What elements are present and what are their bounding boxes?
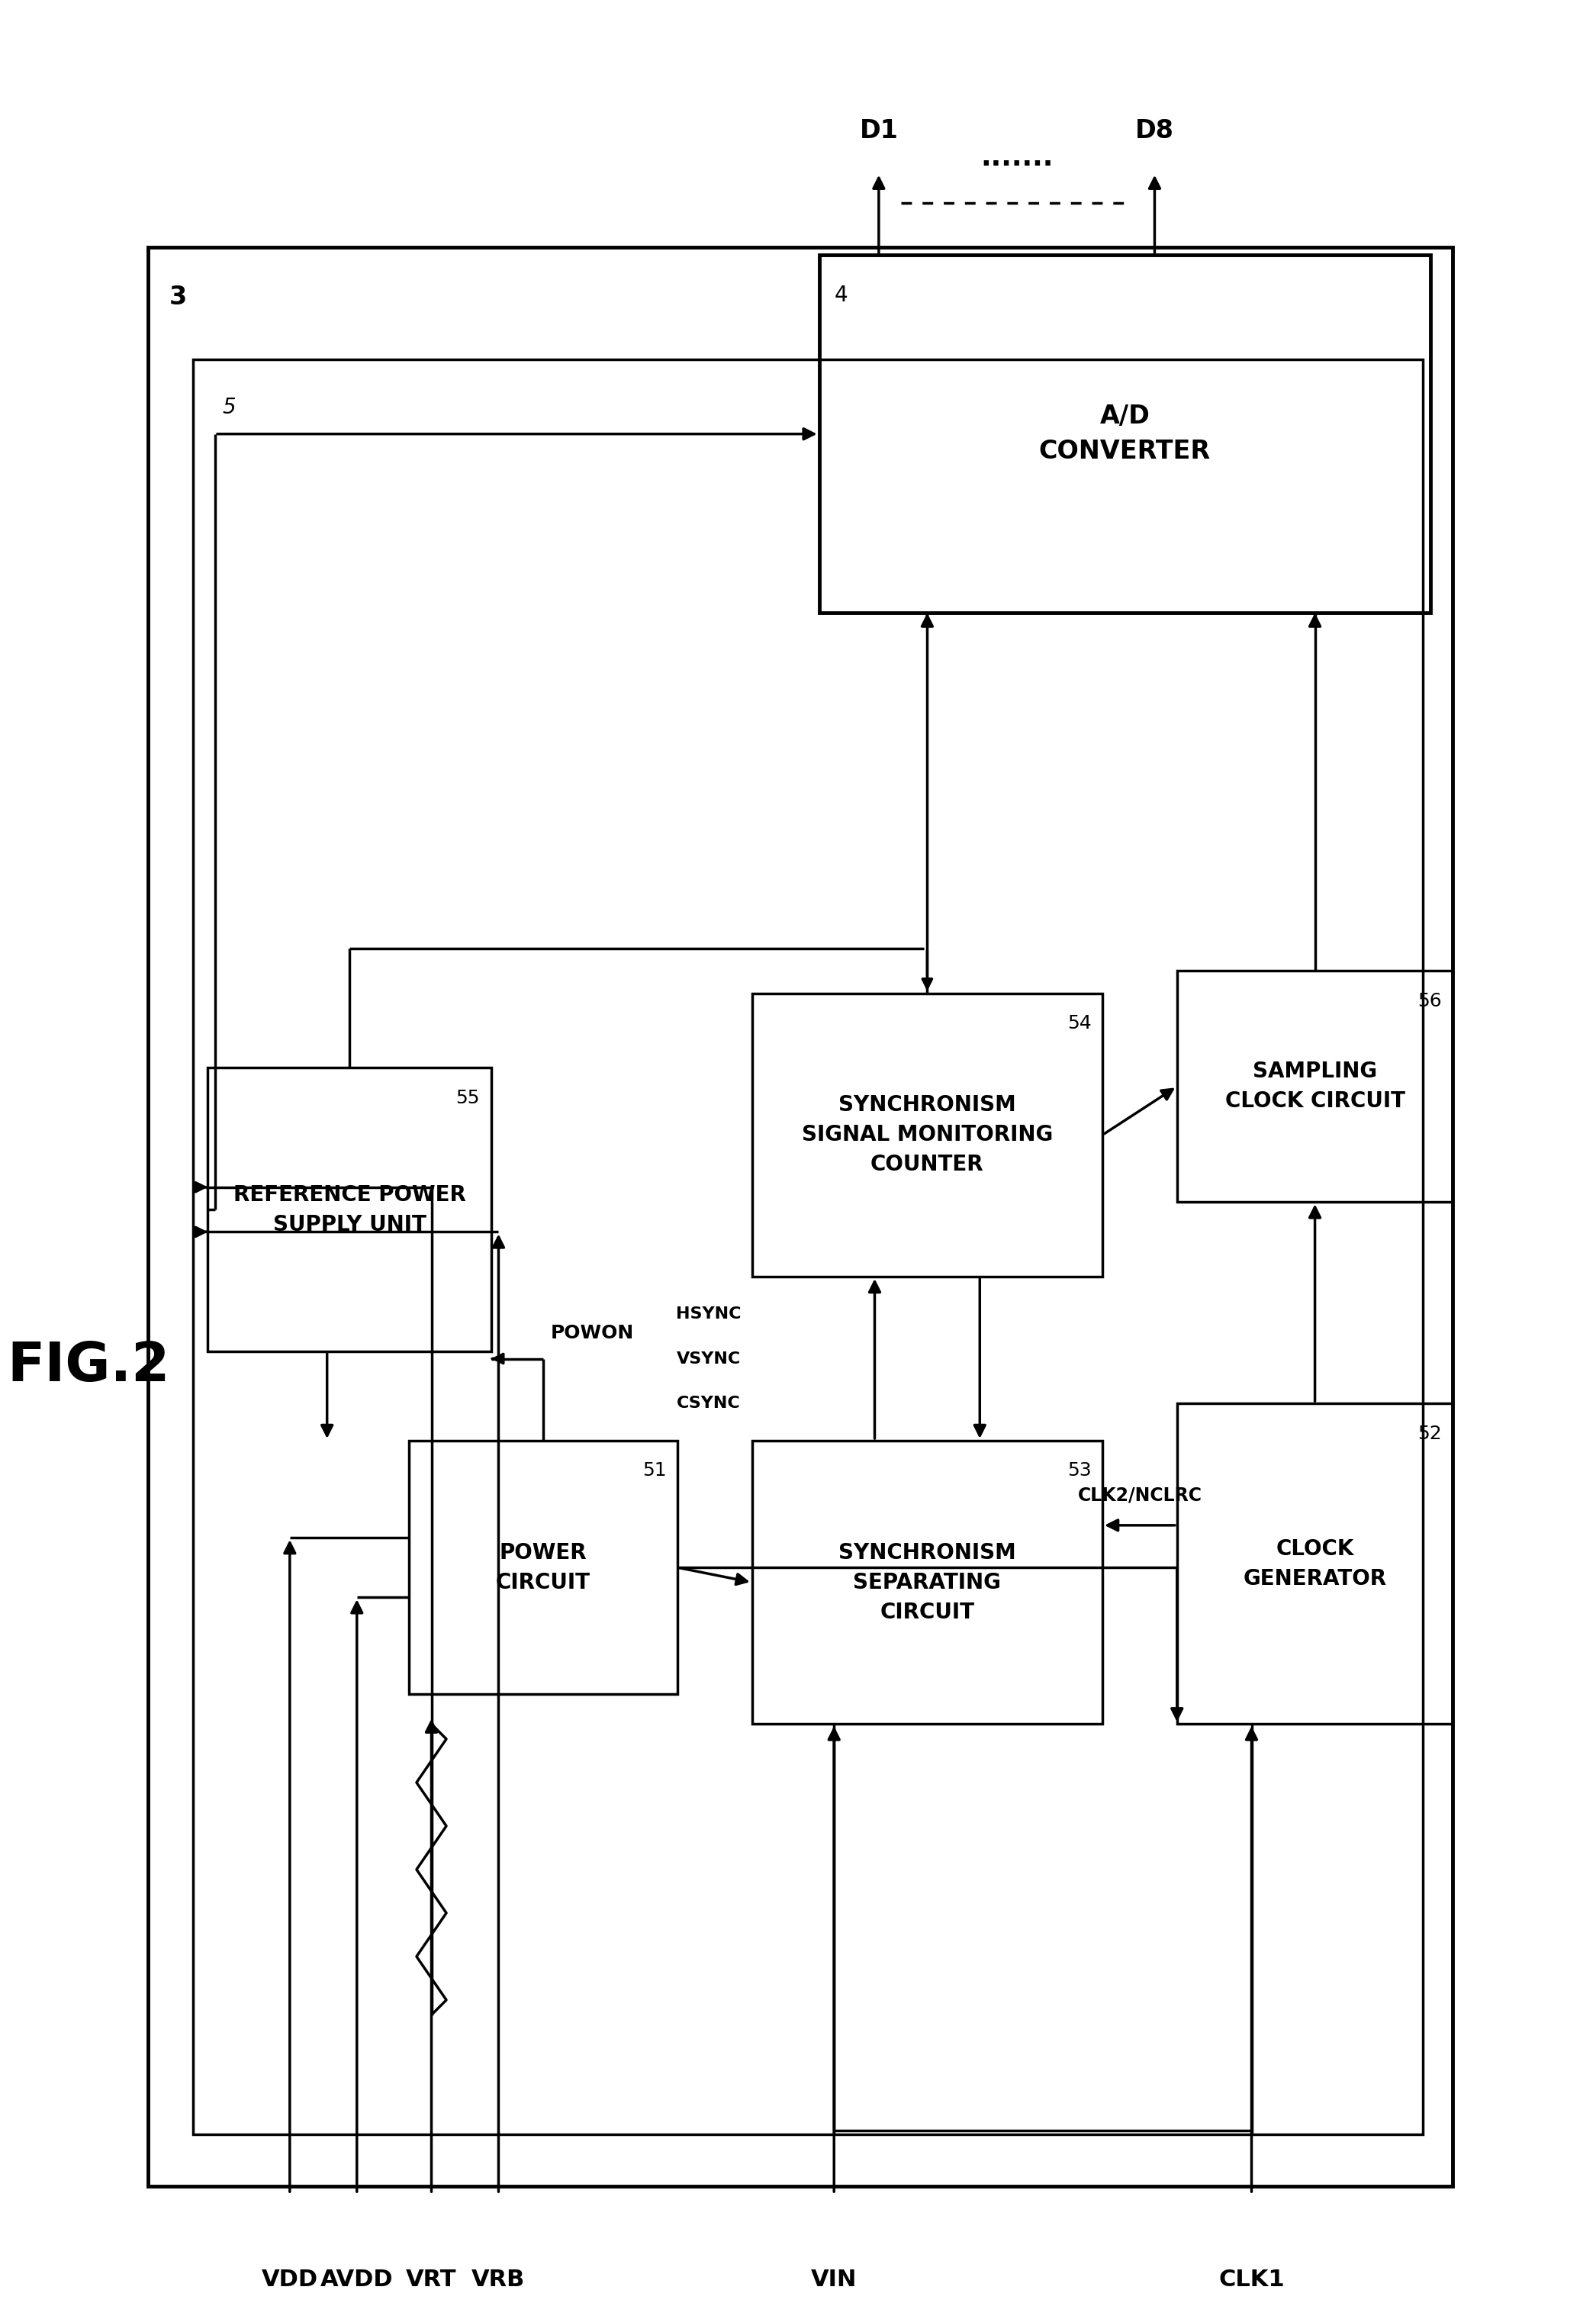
Bar <box>193 359 1424 2133</box>
Text: 53: 53 <box>1068 1461 1092 1480</box>
Text: 56: 56 <box>1417 993 1441 1011</box>
Text: .......: ....... <box>980 146 1053 172</box>
Text: SYNCHRONISM
SIGNAL MONITORING
COUNTER: SYNCHRONISM SIGNAL MONITORING COUNTER <box>801 1095 1053 1176</box>
Text: CLK1: CLK1 <box>1218 2268 1285 2291</box>
Bar <box>148 248 1452 2187</box>
Text: 51: 51 <box>642 1461 666 1480</box>
Text: A/D
CONVERTER: A/D CONVERTER <box>1039 404 1211 464</box>
Text: 54: 54 <box>1068 1013 1092 1032</box>
Text: POWON: POWON <box>551 1324 634 1343</box>
Bar <box>207 1067 492 1352</box>
Text: AVDD: AVDD <box>321 2268 393 2291</box>
Text: VIN: VIN <box>811 2268 857 2291</box>
Text: 5: 5 <box>223 397 236 417</box>
Text: HSYNC: HSYNC <box>675 1306 741 1322</box>
Text: REFERENCE POWER
SUPPLY UNIT: REFERENCE POWER SUPPLY UNIT <box>233 1185 466 1236</box>
Text: SYNCHRONISM
SEPARATING
CIRCUIT: SYNCHRONISM SEPARATING CIRCUIT <box>838 1542 1017 1623</box>
Bar <box>752 993 1103 1278</box>
Text: 4: 4 <box>835 285 847 306</box>
Text: VSYNC: VSYNC <box>677 1352 741 1366</box>
Text: CSYNC: CSYNC <box>677 1396 741 1410</box>
Bar <box>1176 1403 1452 1723</box>
Text: FIG.2: FIG.2 <box>6 1340 169 1391</box>
Text: 52: 52 <box>1417 1424 1441 1442</box>
Text: CLK2/NCLRC: CLK2/NCLRC <box>1077 1486 1202 1505</box>
Text: 55: 55 <box>456 1088 480 1106</box>
Bar <box>819 255 1430 612</box>
Bar <box>1176 972 1452 1201</box>
Text: D8: D8 <box>1135 118 1175 144</box>
Bar <box>409 1440 677 1695</box>
Text: 3: 3 <box>169 285 187 311</box>
Text: POWER
CIRCUIT: POWER CIRCUIT <box>496 1542 591 1593</box>
Text: CLOCK
GENERATOR: CLOCK GENERATOR <box>1243 1537 1387 1589</box>
Text: VDD: VDD <box>262 2268 318 2291</box>
Bar <box>752 1440 1103 1723</box>
Text: VRB: VRB <box>472 2268 525 2291</box>
Text: D1: D1 <box>859 118 899 144</box>
Text: VRT: VRT <box>405 2268 456 2291</box>
Text: SAMPLING
CLOCK CIRCUIT: SAMPLING CLOCK CIRCUIT <box>1224 1060 1404 1113</box>
